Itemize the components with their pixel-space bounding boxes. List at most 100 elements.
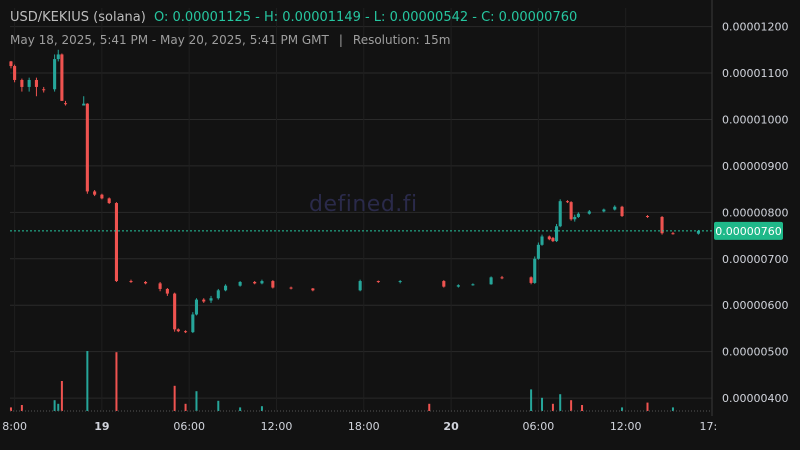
y-tick-label: 0.00000900 — [722, 160, 788, 173]
candle-body — [114, 203, 118, 282]
candle-body — [587, 211, 591, 214]
candle — [471, 283, 475, 286]
candle-body — [209, 298, 213, 301]
candle-body — [376, 281, 380, 283]
header-separator: | — [338, 33, 343, 47]
candle — [63, 100, 68, 106]
candle-body — [13, 66, 17, 80]
candle — [660, 216, 664, 235]
volume-bar — [581, 405, 584, 411]
volume-bar — [57, 403, 60, 411]
candle — [191, 312, 195, 334]
candle — [60, 53, 64, 101]
candle-body — [547, 236, 551, 240]
candle — [442, 280, 446, 288]
candle-body — [558, 201, 562, 227]
candle — [82, 96, 86, 106]
candle — [194, 298, 199, 316]
candle — [20, 78, 24, 92]
x-tick-label: 17: — [700, 420, 718, 433]
volume-bar — [239, 407, 242, 411]
volume-bar — [217, 400, 220, 411]
volume-bar — [53, 400, 56, 411]
candle — [9, 60, 13, 69]
candle — [489, 276, 493, 285]
volume-bar — [184, 403, 187, 411]
candle — [576, 212, 580, 218]
candle-body — [696, 230, 700, 234]
candle — [569, 201, 573, 221]
candle — [645, 215, 650, 218]
candle — [184, 330, 188, 334]
last-price-label: 0.00000760 — [715, 225, 781, 238]
x-tick-label: 12:00 — [610, 420, 642, 433]
candle — [224, 284, 228, 292]
candle-body — [555, 226, 559, 242]
candle — [671, 231, 675, 235]
candle-body — [573, 216, 577, 220]
date-range: May 18, 2025, 5:41 PM - May 20, 2025, 5:… — [10, 33, 329, 47]
candle-body — [173, 293, 177, 330]
candle — [253, 281, 257, 285]
candle — [573, 214, 577, 222]
chart-header: USD/KEKIUS (solana) O: 0.00001125 - H: 0… — [10, 10, 577, 25]
volume-bar — [20, 405, 23, 411]
candle-body — [129, 281, 133, 283]
candle-body — [194, 299, 199, 315]
candle — [56, 49, 60, 62]
candle — [93, 190, 97, 197]
candle-body — [165, 288, 169, 294]
volume-bar — [551, 403, 554, 411]
candle-body — [56, 54, 60, 60]
volume-bar — [646, 402, 649, 411]
candle-body — [107, 198, 111, 204]
candle — [398, 280, 402, 284]
volume-bar — [86, 351, 89, 411]
candle — [173, 292, 177, 332]
candle-body — [471, 284, 475, 286]
candle — [565, 200, 570, 204]
candle — [129, 279, 133, 283]
candle-body — [253, 281, 257, 284]
candle-body — [620, 206, 624, 217]
y-tick-label: 0.00000800 — [722, 206, 788, 219]
candle-body — [398, 281, 402, 283]
candle — [311, 288, 315, 292]
candle — [34, 77, 38, 97]
candle-body — [184, 331, 188, 333]
candle — [602, 208, 606, 213]
candle-body — [671, 233, 675, 235]
candle — [358, 279, 362, 292]
y-tick-label: 0.00000400 — [722, 392, 788, 405]
symbol-label: USD/KEKIUS (solana) — [10, 10, 146, 25]
volume-bar — [671, 407, 674, 411]
candle — [107, 197, 111, 204]
candle-body — [63, 103, 68, 105]
candle — [547, 235, 551, 241]
volume-bar — [621, 407, 624, 411]
candle — [540, 234, 544, 246]
candle — [613, 205, 617, 211]
candle — [500, 275, 504, 280]
candle — [53, 54, 57, 92]
candle-body — [9, 61, 13, 67]
y-tick-label: 0.00000700 — [722, 253, 788, 266]
candle-body — [289, 287, 293, 289]
candle-body — [358, 281, 362, 291]
candle-body — [456, 285, 460, 287]
volume-bar — [260, 406, 263, 411]
candle-body — [645, 216, 650, 218]
candle-body — [82, 103, 86, 106]
candle — [216, 288, 220, 300]
x-tick-label: 8:00 — [2, 420, 27, 433]
y-tick-label: 0.00001100 — [722, 67, 788, 80]
candle — [176, 328, 180, 333]
candle-body — [489, 277, 493, 285]
candle — [85, 103, 89, 194]
candle-body — [569, 202, 573, 220]
candle-body — [100, 194, 104, 199]
candle-body — [93, 191, 97, 195]
candle — [114, 202, 118, 282]
